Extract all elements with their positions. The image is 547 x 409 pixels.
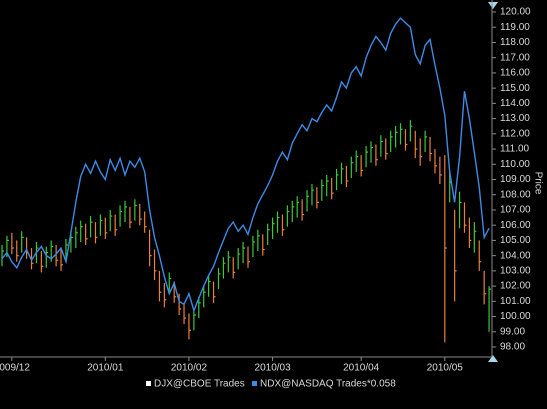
y-tick-label: 112.00 xyxy=(500,128,530,139)
y-tick-label: 106.00 xyxy=(500,220,531,231)
y-tick-label: 99.00 xyxy=(500,326,525,337)
x-tick-label: 2010/01 xyxy=(87,363,124,374)
y-tick-label: 118.00 xyxy=(500,37,530,48)
axis-scroll-bottom[interactable] xyxy=(488,355,498,362)
y-tick-label: 102.00 xyxy=(500,281,531,292)
y-tick-label: 117.00 xyxy=(500,52,530,63)
y-tick-label: 100.00 xyxy=(500,311,531,322)
y-axis-title: Price xyxy=(532,172,543,195)
y-tick-label: 98.00 xyxy=(500,342,525,353)
y-tick-label: 101.00 xyxy=(500,296,531,307)
y-tick-label: 105.00 xyxy=(500,235,531,246)
y-tick-label: 114.00 xyxy=(500,98,530,109)
legend-swatch xyxy=(146,381,151,386)
y-tick-label: 119.00 xyxy=(500,22,530,33)
x-tick-label: 2010/03 xyxy=(255,363,292,374)
x-tick-label: 2010/05 xyxy=(427,363,464,374)
x-tick-label: 2010/04 xyxy=(343,363,380,374)
y-tick-label: 104.00 xyxy=(500,250,531,261)
y-tick-label: 109.00 xyxy=(500,174,531,185)
y-tick-label: 115.00 xyxy=(500,83,530,94)
x-tick-label: 2010/02 xyxy=(171,363,208,374)
y-tick-label: 113.00 xyxy=(500,113,530,124)
y-tick-label: 103.00 xyxy=(500,266,531,277)
y-tick-label: 120.00 xyxy=(500,7,531,18)
legend-label: DJX@CBOE Trades xyxy=(154,379,245,390)
axis-scroll-top[interactable] xyxy=(488,2,498,9)
y-tick-label: 108.00 xyxy=(500,189,531,200)
price-line xyxy=(1,17,490,313)
y-tick-label: 107.00 xyxy=(500,205,531,216)
y-tick-label: 111.00 xyxy=(500,144,530,155)
legend-swatch xyxy=(252,381,257,386)
x-tick-label: 2009/12 xyxy=(0,363,30,374)
y-tick-label: 116.00 xyxy=(500,68,530,79)
legend-label: NDX@NASDAQ Trades*0.058 xyxy=(260,379,396,390)
y-tick-label: 110.00 xyxy=(500,159,530,170)
